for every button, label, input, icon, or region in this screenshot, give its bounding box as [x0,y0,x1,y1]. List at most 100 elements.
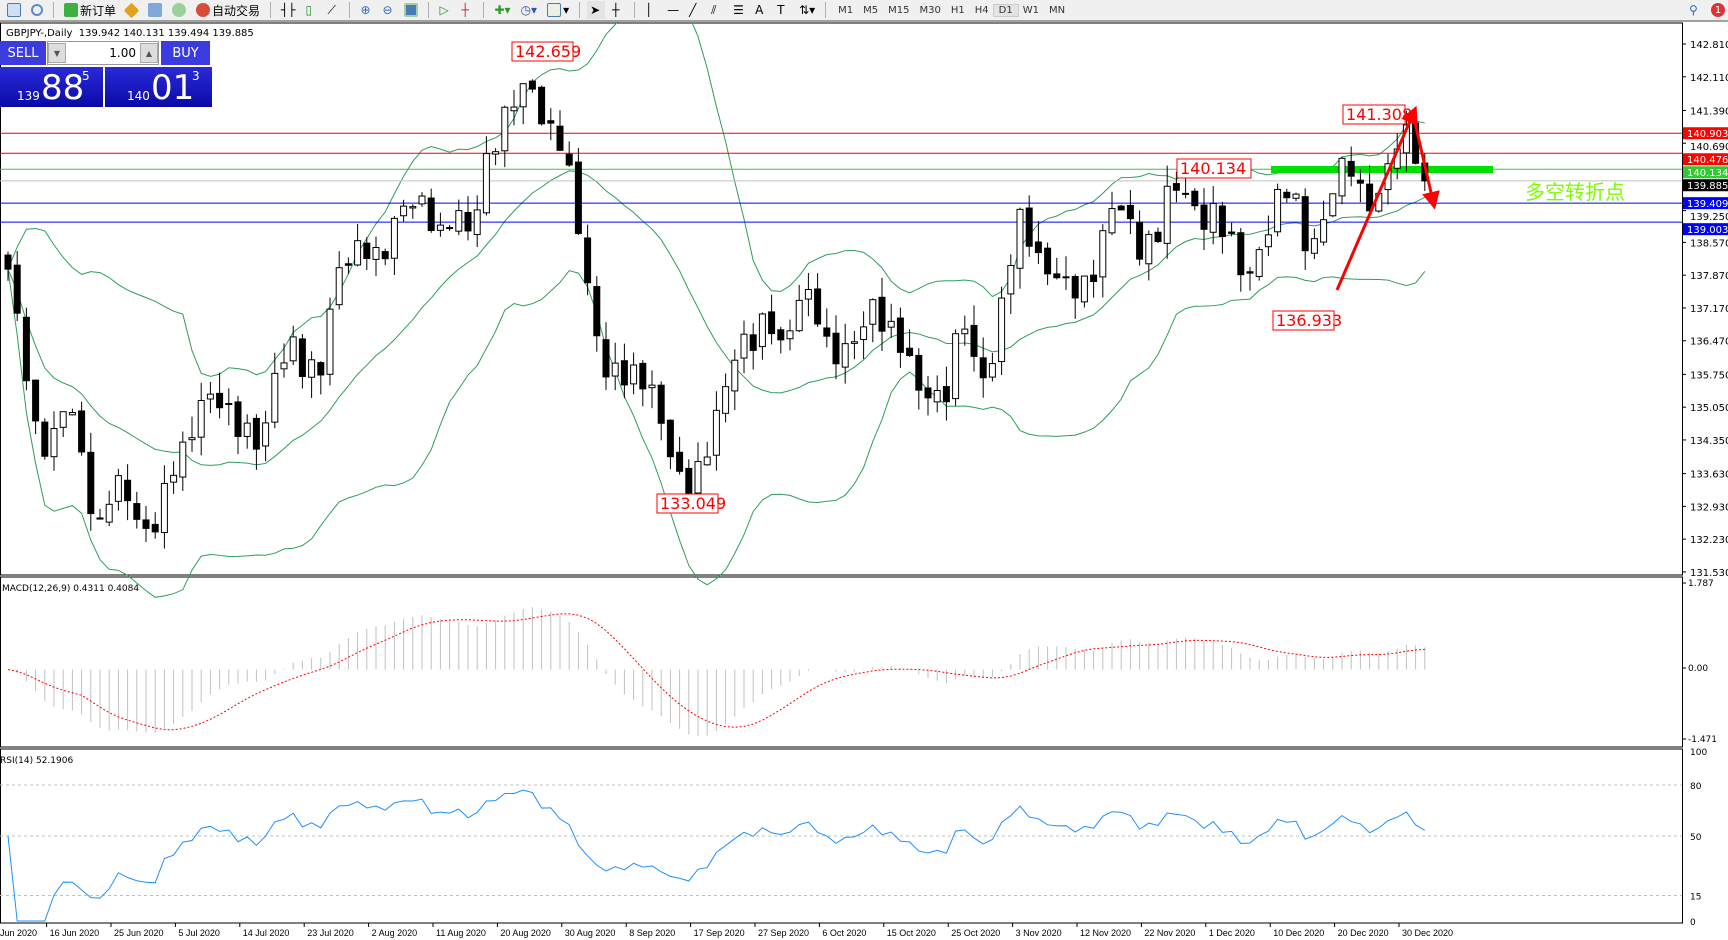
candle-body [4,254,12,270]
auto-scroll-icon[interactable]: ▷ [439,3,449,17]
candle [252,414,260,470]
candle [896,307,904,368]
candle [1292,192,1300,202]
vertical-line-icon[interactable]: │ [645,3,653,17]
crosshair-icon[interactable]: ┼ [612,3,620,17]
sell-price-button[interactable]: 139 88 5 [0,67,103,107]
price-line-label-bg [1683,223,1728,236]
ohlc-high: 140.131 [123,28,165,39]
text-icon[interactable]: A [755,3,764,17]
candle-body [722,386,730,414]
window-icon[interactable] [4,1,24,19]
candle [1145,230,1153,281]
candle-body [685,467,693,495]
candle [216,372,224,419]
volume-input[interactable]: 1.00 [109,46,136,60]
candle-body [41,421,49,457]
candle [1172,171,1180,203]
volume-stepper[interactable]: ▼ 1.00 ▲ [47,41,159,65]
candle-body [372,247,380,260]
timeframe-w1[interactable]: W1 [1022,4,1039,16]
price-line-label-bg [1683,197,1728,210]
chart-shift-icon[interactable]: ┼ [461,3,469,17]
candle-body [538,86,546,125]
candle-body [749,334,757,351]
rsi-tick-label: 100 [1690,748,1707,758]
tile-windows-icon[interactable] [401,1,421,19]
volume-down-button[interactable]: ▼ [48,43,66,63]
volume-up-button[interactable]: ▲ [140,43,158,63]
candle [749,323,757,370]
equidistant-channel-icon[interactable]: ⫽ [711,2,717,17]
line-chart-icon[interactable]: ⟋ [327,2,336,17]
templates-icon[interactable]: ▾ [544,1,572,19]
timeframe-d1[interactable]: D1 [992,3,1019,17]
rsi-tick-label: 15 [1690,893,1701,903]
buy-price-button[interactable]: 140 01 3 [105,67,212,107]
candle [22,307,30,391]
candle-body [823,327,831,337]
candle [234,395,242,455]
price-line-label-bg [1683,153,1728,166]
search-icon[interactable]: ⚲ [1689,3,1698,17]
text-label-icon[interactable]: T [777,3,785,17]
gold-icon[interactable] [123,1,141,19]
zoom-in-icon[interactable]: ⊕ [360,3,371,17]
timeframe-h1[interactable]: H1 [950,4,965,16]
auto-trading-button[interactable]: 自动交易 [193,1,263,19]
candle-body [1071,276,1079,299]
candle [492,148,500,166]
buy-price-sup: 3 [192,69,200,83]
candle [758,312,766,360]
separator [579,2,581,18]
bar-chart-icon[interactable]: ┤├ [281,3,296,17]
sell-button[interactable]: SELL [0,41,46,65]
candle-body [464,211,472,232]
candle [308,351,316,398]
cursor-icon[interactable]: ➤ [587,1,606,19]
candle [804,273,812,317]
periods-icon[interactable]: ◷▾ [520,3,538,17]
navigator-search-icon[interactable] [28,1,46,19]
timeframe-mn[interactable]: MN [1048,4,1066,16]
candle-body [924,387,932,399]
timeframe-bar: M1 M5 M15 M30 H1 H4 D1 W1 MN [833,3,1070,17]
signal-icon[interactable] [169,1,189,19]
arrows-icon[interactable]: ⇅▾ [799,3,816,17]
candle-body [1310,238,1318,254]
candle-body [1016,208,1024,269]
candle [1126,190,1134,235]
notifications-icon[interactable]: 1 [1708,1,1728,19]
new-order-button[interactable]: 新订单 [61,1,119,19]
candle-body [344,263,352,266]
indicators-icon[interactable]: ✚▾ [494,3,511,17]
timeframe-m30[interactable]: M30 [919,4,941,16]
candle [501,105,509,168]
candle [703,441,711,466]
candle [538,85,546,126]
candle [96,508,104,520]
candle [694,442,702,497]
macd-pane-frame [0,576,1683,748]
trendline-icon[interactable]: ╱ [689,3,697,17]
candle [225,388,233,426]
ohlc-low: 139.494 [167,28,210,39]
candle-body [206,393,214,400]
fibonacci-icon[interactable]: ☰ [733,3,744,17]
candle-body [804,288,812,300]
candle [50,411,58,471]
candle-chart-icon[interactable]: ▯ [305,3,313,17]
timeframe-h4[interactable]: H4 [974,4,989,16]
market-icon[interactable] [145,1,165,19]
timeframe-m1[interactable]: M1 [838,4,854,16]
buy-button[interactable]: BUY [161,41,210,65]
candle-body [50,428,58,458]
zoom-out-icon[interactable]: ⊖ [382,3,393,17]
timeframe-m5[interactable]: M5 [863,4,879,16]
candle-body [271,372,279,423]
candle [1329,193,1337,218]
horizontal-line-icon[interactable]: — [667,3,680,17]
timeframe-m15[interactable]: M15 [888,4,910,16]
candle-body [308,359,316,378]
